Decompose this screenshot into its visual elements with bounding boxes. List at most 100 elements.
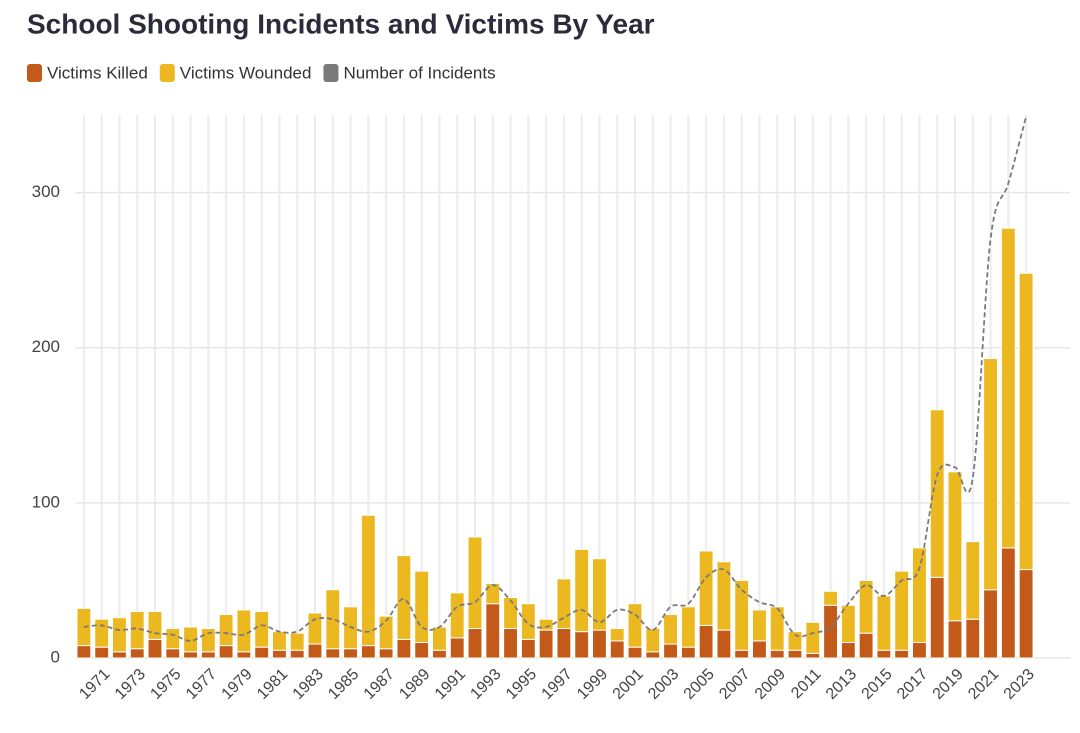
bar-segment [965, 618, 981, 659]
bar-segment [236, 609, 252, 653]
legend-swatch [323, 64, 339, 82]
bar-segment [823, 604, 838, 659]
bar-segment [272, 631, 287, 651]
bar-segment [680, 646, 696, 659]
bar-segment [183, 651, 198, 659]
x-tick-label: 2019 [930, 666, 967, 703]
bar-segment [200, 651, 216, 659]
bar-segment [805, 652, 821, 659]
bar-segment [1018, 272, 1034, 571]
bar-segment [698, 550, 714, 626]
bar-segment [129, 610, 145, 650]
bar-segment [787, 649, 803, 659]
bar-segment [503, 596, 518, 630]
x-tick-label: 2023 [1001, 666, 1038, 703]
bar-segment [627, 603, 643, 648]
bar-segment [538, 629, 554, 659]
bar-segment [396, 555, 412, 640]
x-tick-label: 1979 [219, 666, 256, 703]
bar-segment [876, 649, 892, 659]
legend-label: Victims Wounded [180, 63, 312, 82]
bar-segment [520, 603, 536, 640]
bar-segment [1000, 547, 1016, 659]
bar-segment [627, 646, 643, 659]
bar-segment [1018, 569, 1034, 659]
bar-segment [840, 604, 856, 643]
legend-swatch [159, 64, 175, 82]
bar-segment [805, 621, 821, 654]
bar-segment [325, 589, 341, 650]
x-tick-label: 2015 [859, 666, 896, 703]
bar-segment [520, 638, 536, 659]
bar-segment [663, 614, 678, 645]
bar-segment [734, 579, 750, 651]
x-tick-label: 1987 [361, 666, 398, 703]
bar-segment [965, 541, 981, 620]
bar-segment [1000, 227, 1016, 549]
bar-segment [272, 649, 287, 659]
bar-segment [360, 514, 376, 647]
bar-segment [752, 640, 767, 659]
bar-segment [396, 638, 412, 659]
bar-segment [912, 641, 927, 659]
bar-segment [254, 646, 270, 659]
bar-segment [769, 649, 785, 659]
x-tick-label: 1989 [396, 666, 433, 703]
x-tick-label: 1995 [503, 666, 540, 703]
bar-segment [112, 651, 127, 659]
x-tick-label: 1991 [432, 666, 469, 703]
x-tick-label: 1985 [325, 666, 362, 703]
y-tick-label: 300 [32, 182, 60, 201]
bar-segment [645, 628, 661, 653]
bar-segment [218, 645, 234, 659]
bar-segment [147, 638, 163, 659]
x-tick-label: 1971 [76, 666, 113, 703]
x-tick-label: 1999 [574, 666, 611, 703]
bar-segment [840, 641, 856, 659]
bar-segment [876, 595, 892, 651]
bar-segment [414, 570, 430, 643]
x-tick-label: 1981 [254, 666, 291, 703]
bar-segment [947, 620, 963, 659]
bar-segment [307, 643, 323, 659]
legend-label: Number of Incidents [343, 63, 495, 82]
bar-segment [538, 618, 554, 631]
y-tick-label: 200 [32, 337, 60, 356]
bar-segment [609, 628, 625, 642]
legend-swatch [27, 64, 42, 82]
bar-segment [823, 590, 838, 606]
bar-segment [289, 649, 305, 659]
bar-segment [592, 629, 607, 659]
bar-segment [716, 561, 732, 631]
x-tick-label: 2007 [716, 666, 753, 703]
legend-label: Victims Killed [47, 63, 148, 82]
x-tick-label: 2009 [752, 666, 789, 703]
bar-segment [343, 648, 358, 659]
bar-segment [432, 626, 447, 651]
bar-segment [467, 536, 483, 630]
bar-segment [218, 614, 234, 647]
x-tick-label: 1975 [147, 666, 184, 703]
bar-segment [76, 645, 92, 659]
bar-segment [449, 592, 465, 639]
bar-segment [485, 583, 501, 605]
bar-segment [894, 570, 910, 651]
x-tick-label: 1983 [290, 666, 327, 703]
bar-segment [556, 578, 572, 630]
bar-segment [947, 471, 963, 622]
legend: Victims Killed Victims Wounded Number of I… [27, 63, 496, 82]
bar-segment [752, 609, 767, 642]
bar-segment [663, 643, 678, 659]
bar-segment [325, 648, 341, 659]
bar-segment [467, 628, 483, 659]
x-tick-label: 1973 [112, 666, 149, 703]
bar-segment [503, 628, 518, 659]
bar-segment [983, 589, 998, 659]
bar-segment [858, 632, 874, 659]
bar-segment [556, 628, 572, 659]
x-tick-label: 2005 [681, 666, 718, 703]
bar-segment [360, 645, 376, 659]
bar-segment [912, 547, 927, 643]
bar-segment [485, 603, 501, 659]
